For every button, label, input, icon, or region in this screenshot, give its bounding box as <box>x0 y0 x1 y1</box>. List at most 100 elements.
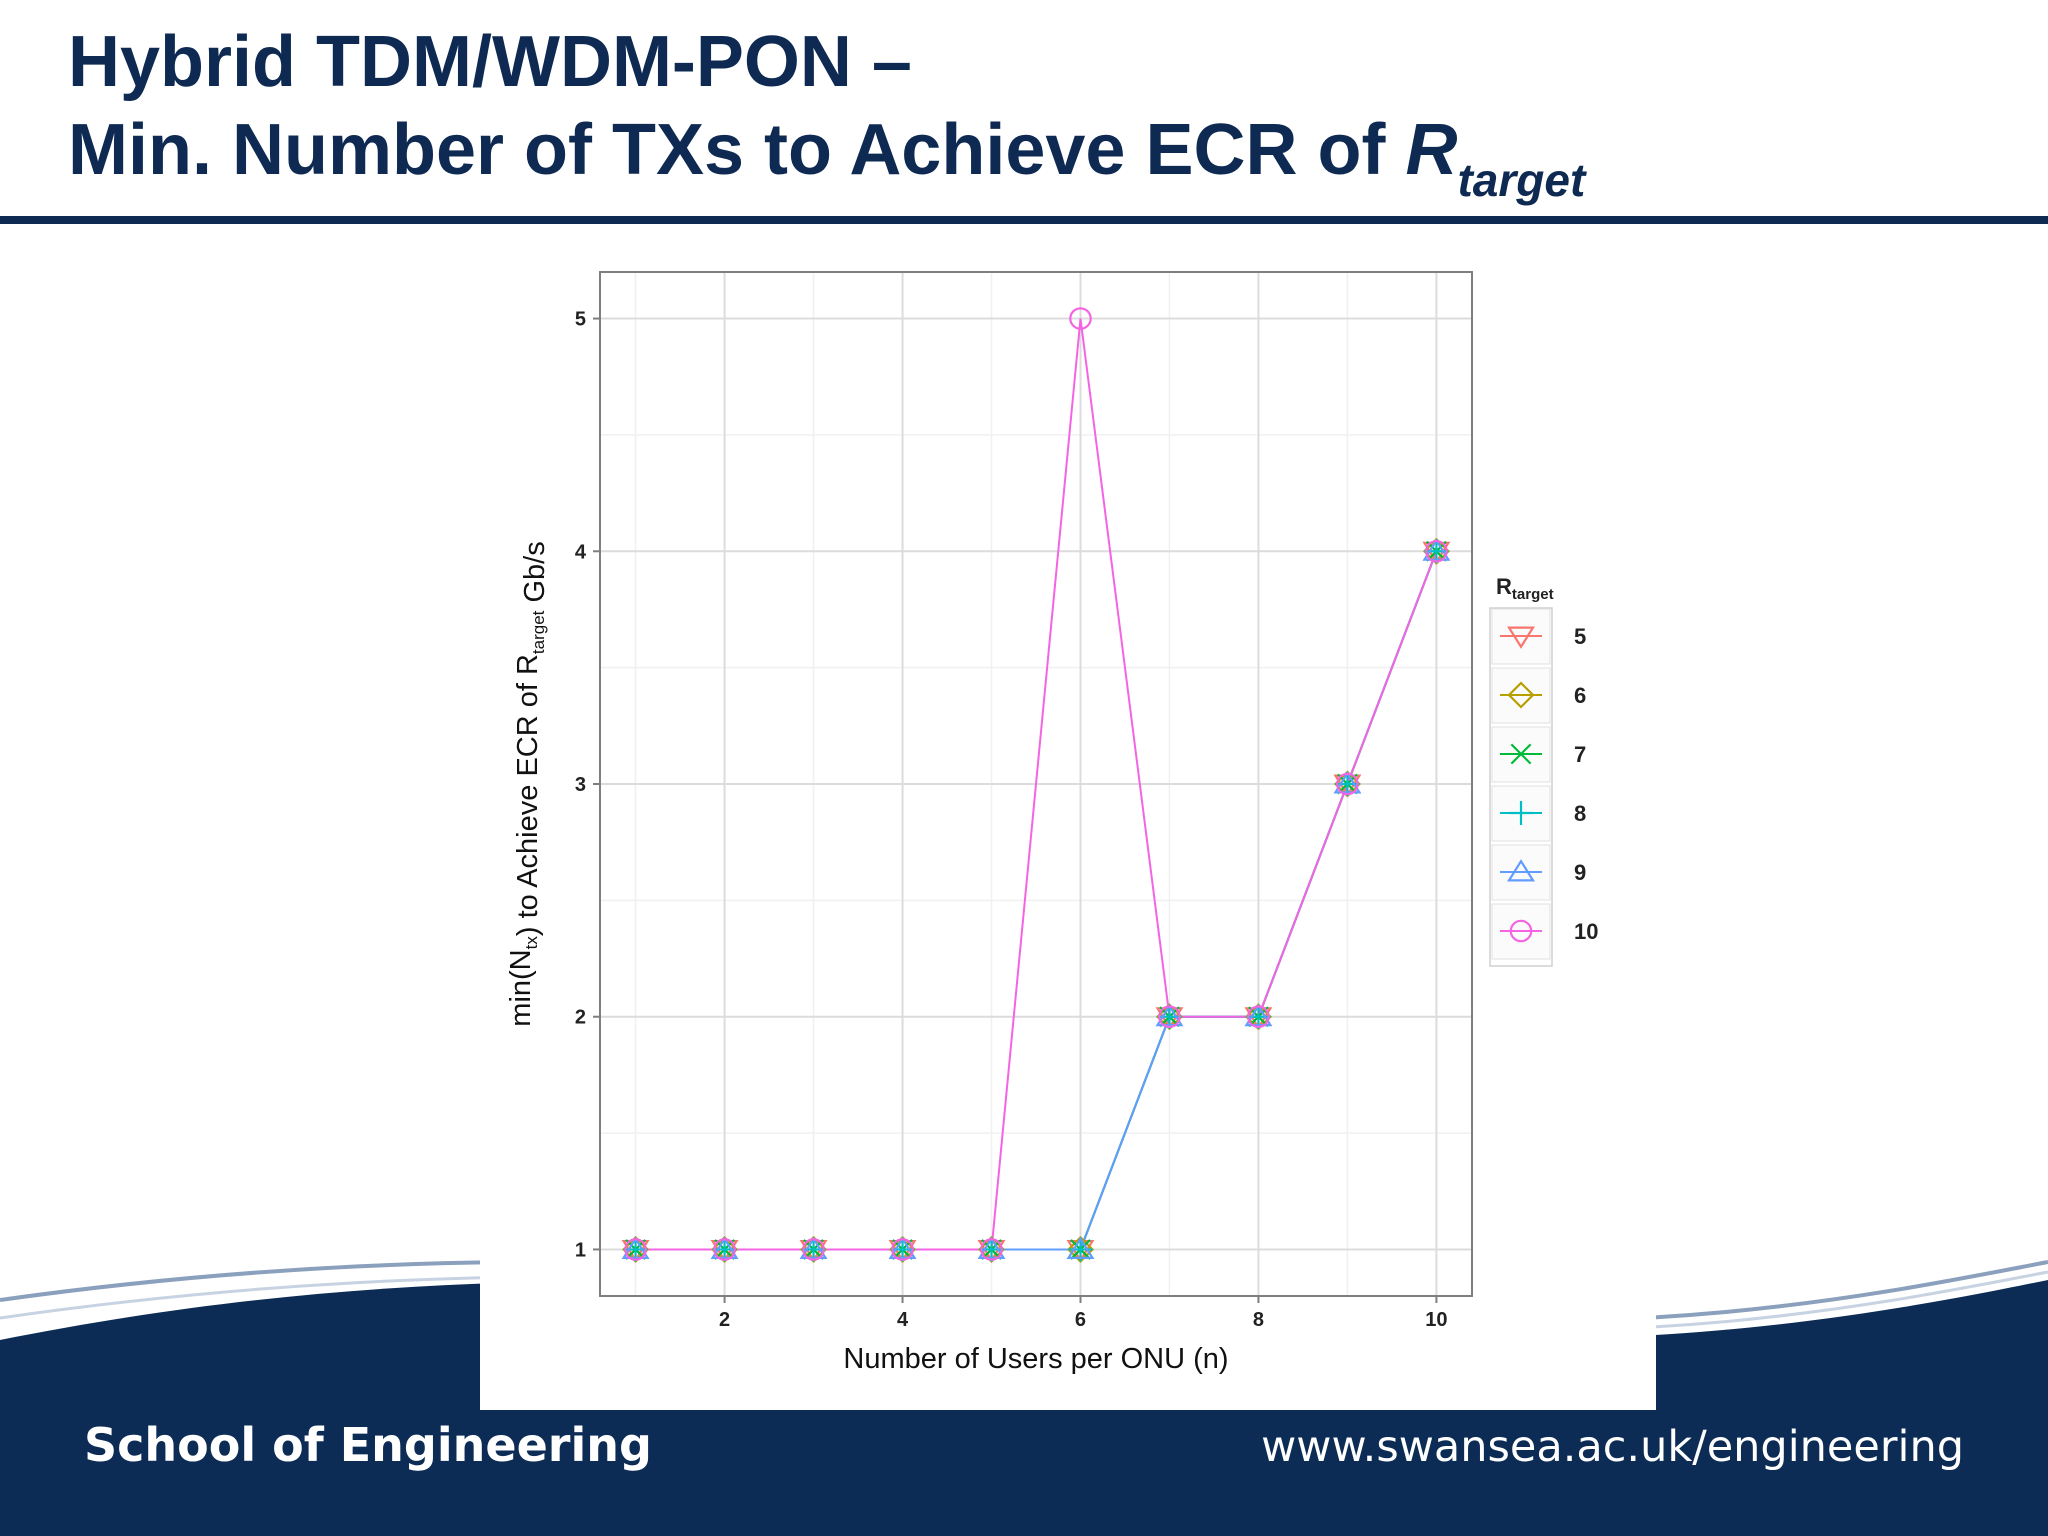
y-axis-title-part: min(N <box>505 949 537 1026</box>
marker-shape <box>1066 1235 1095 1264</box>
x-tick-label: 10 <box>1425 1309 1447 1331</box>
legend-label-6: 6 <box>1574 683 1586 708</box>
series-line-10 <box>635 318 1438 1251</box>
y-tick-label: 5 <box>575 309 586 331</box>
legend-label-8: 8 <box>1574 801 1586 826</box>
title-line-1: Hybrid TDM/WDM-PON – <box>68 22 912 102</box>
data-point-series-9 <box>1155 1003 1184 1027</box>
marker-shape <box>891 1238 914 1261</box>
marker-shape <box>1333 771 1362 794</box>
data-point-series-9 <box>1066 1236 1095 1259</box>
data-point-series-9 <box>888 1236 917 1259</box>
marker-shape <box>710 1236 739 1259</box>
x-axis-title: Number of Users per ONU (n) <box>843 1343 1228 1375</box>
marker-shape <box>1509 919 1533 943</box>
y-tick-label: 4 <box>575 541 587 563</box>
data-point-series-9 <box>1422 538 1451 561</box>
marker-shape <box>1158 1005 1181 1029</box>
data-point-series-6 <box>711 1235 739 1264</box>
data-point-series-10 <box>1158 1005 1181 1029</box>
marker-shape <box>1422 538 1451 561</box>
marker-shape <box>622 1235 650 1264</box>
data-point-series-10 <box>1336 772 1359 796</box>
x-tick-label: 2 <box>719 1309 730 1331</box>
legend-marker-5 <box>1507 626 1535 649</box>
y-axis-title-part: ) to Achieve ECR of R <box>512 654 544 936</box>
marker-shape <box>888 1235 917 1264</box>
title-line-2: Min. Number of TXs to Achieve ECR of Rta… <box>68 106 1585 206</box>
data-point-series-9 <box>710 1236 739 1259</box>
data-point-series-10 <box>802 1238 825 1261</box>
legend-label-10: 10 <box>1574 919 1598 944</box>
legend-title-subscript: target <box>1512 586 1554 603</box>
data-point-series-9 <box>1333 771 1362 794</box>
data-point-series-10 <box>713 1238 736 1261</box>
legend-marker-7 <box>1510 743 1532 765</box>
marker-shape <box>977 1235 1006 1264</box>
legend-label-9: 9 <box>1574 860 1586 885</box>
data-point-series-9 <box>977 1236 1006 1259</box>
y-axis-title-subscript: tx <box>522 936 541 950</box>
marker-shape <box>1507 681 1535 709</box>
data-point-series-6 <box>977 1235 1006 1264</box>
y-axis-title-subscript: target <box>529 610 548 654</box>
marker-shape <box>1509 801 1533 825</box>
marker-shape <box>1425 539 1448 563</box>
marker-shape <box>1507 859 1535 882</box>
marker-shape <box>1244 1003 1273 1027</box>
legend-marker-6 <box>1507 681 1535 709</box>
legend-label-5: 5 <box>1574 624 1586 649</box>
slide-title: Hybrid TDM/WDM-PON – Min. Number of TXs … <box>68 18 1585 206</box>
legend-title-r: R <box>1496 574 1512 599</box>
y-tick-label: 3 <box>575 774 586 796</box>
data-point-series-9 <box>621 1236 650 1259</box>
title-line-2-text: Min. Number of TXs to Achieve ECR of <box>68 110 1406 190</box>
title-r: R <box>1405 110 1458 190</box>
footer-school-name: School of Engineering <box>84 1418 652 1472</box>
legend-marker-9 <box>1507 859 1535 882</box>
y-tick-label: 2 <box>575 1007 586 1029</box>
marker-shape <box>1155 1003 1184 1027</box>
y-axis-title-part: Gb/s <box>519 541 551 610</box>
data-point-series-10 <box>624 1238 647 1261</box>
data-point-series-6 <box>1066 1235 1095 1264</box>
title-r-subscript: target <box>1457 154 1586 206</box>
data-point-series-6 <box>799 1235 828 1264</box>
marker-shape <box>1507 626 1535 649</box>
x-tick-label: 6 <box>1075 1309 1086 1331</box>
data-point-series-10 <box>1069 307 1092 330</box>
legend-marker-10 <box>1509 919 1533 943</box>
marker-shape <box>1247 1005 1270 1029</box>
legend-marker-8 <box>1509 801 1533 825</box>
marker-shape <box>799 1236 828 1259</box>
data-point-series-9 <box>1244 1003 1273 1027</box>
marker-shape <box>711 1235 739 1264</box>
marker-shape <box>977 1236 1006 1259</box>
data-point-series-10 <box>1425 539 1448 563</box>
y-axis-title: min(Ntx) to Achieve ECR of Rtarget Gb/s <box>505 541 551 1026</box>
x-tick-label: 4 <box>897 1309 909 1331</box>
data-point-series-9 <box>799 1236 828 1259</box>
marker-shape <box>1336 772 1359 796</box>
marker-shape <box>980 1238 1003 1261</box>
marker-shape <box>621 1236 650 1259</box>
chart-panel: 2 4 6 8 10 1 2 3 4 5 Number of Users per ONU (n) mi… <box>480 246 1656 1410</box>
data-point-series-10 <box>1247 1005 1270 1029</box>
data-point-series-10 <box>891 1238 914 1261</box>
marker-shape <box>802 1238 825 1261</box>
title-rule <box>0 216 2048 224</box>
marker-shape <box>1069 307 1092 330</box>
legend-title: Rtarget <box>1496 574 1554 603</box>
marker-shape <box>1510 743 1532 765</box>
marker-shape <box>799 1235 828 1264</box>
data-point-series-6 <box>888 1235 917 1264</box>
footer-website: www.swansea.ac.uk/engineering <box>1261 1422 1964 1472</box>
data-point-series-10 <box>980 1238 1003 1261</box>
y-tick-label: 1 <box>575 1239 586 1261</box>
marker-shape <box>888 1236 917 1259</box>
legend-label-7: 7 <box>1574 742 1586 767</box>
data-point-series-6 <box>622 1235 650 1264</box>
marker-shape <box>713 1238 736 1261</box>
marker-shape <box>1066 1236 1095 1259</box>
